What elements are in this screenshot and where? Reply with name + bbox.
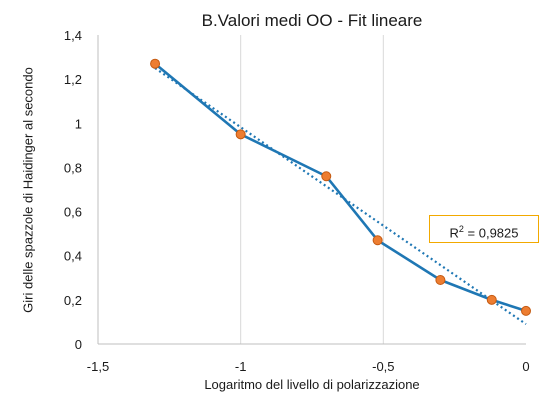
x-tick-label: -0,5 — [372, 359, 394, 374]
data-point — [150, 58, 161, 69]
data-point — [435, 274, 446, 285]
y-tick-label: 1,4 — [64, 28, 82, 43]
y-tick-label: 0,6 — [64, 205, 82, 220]
r-squared-value: = 0,9825 — [463, 225, 519, 241]
data-point — [521, 305, 531, 316]
r-squared-box: R2 = 0,9825 — [429, 215, 539, 243]
y-tick-label: 0 — [75, 337, 82, 352]
chart-title: B.Valori medi OO - Fit lineare — [201, 11, 423, 30]
y-tick-label: 0,4 — [64, 249, 82, 264]
data-point — [235, 129, 246, 140]
x-tick-label: -1 — [235, 359, 247, 374]
y-axis-label: Giri delle spazzole di Haidinger al seco… — [20, 67, 36, 313]
y-tick-label: 0,8 — [64, 160, 82, 175]
x-axis-label: Logaritmo del livello di polarizzazione — [204, 377, 420, 392]
trendline — [154, 67, 527, 326]
r-squared-exponent: 2 — [458, 224, 464, 234]
r-squared-letter: R — [449, 225, 459, 241]
data-point — [486, 294, 497, 305]
series-line — [154, 62, 527, 313]
x-tick-label: -1,5 — [87, 359, 109, 374]
y-tick-label: 0,2 — [64, 293, 82, 308]
x-tick-label: 0 — [522, 359, 529, 374]
data-point — [372, 235, 383, 246]
data-point — [321, 171, 332, 182]
y-tick-label: 1 — [75, 116, 82, 131]
y-tick-label: 1,2 — [64, 72, 82, 87]
